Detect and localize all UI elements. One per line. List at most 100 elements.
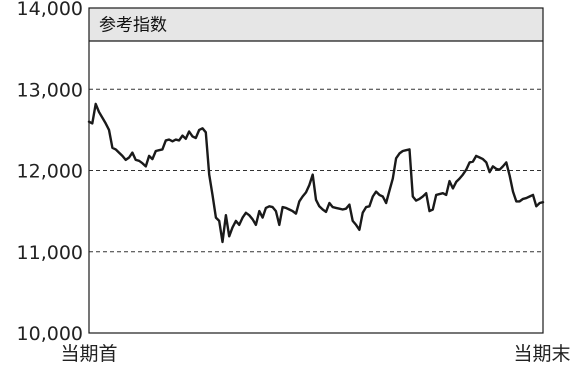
data-point (505, 161, 507, 163)
data-point (292, 210, 294, 212)
data-point (428, 210, 431, 212)
data-point (118, 152, 120, 154)
data-point (302, 195, 304, 198)
data-point (185, 138, 187, 140)
data-point (298, 200, 300, 202)
data-point (335, 207, 337, 209)
data-point (258, 210, 260, 212)
data-point (372, 195, 374, 198)
data-point (225, 214, 227, 216)
data-point (272, 206, 274, 208)
data-point (121, 155, 123, 157)
data-point (378, 194, 381, 196)
data-point (235, 220, 237, 222)
data-point (385, 202, 387, 204)
data-point (168, 139, 170, 141)
data-point (288, 208, 290, 211)
data-point (261, 217, 264, 219)
data-point (195, 137, 197, 139)
data-point (101, 117, 103, 119)
data-point (458, 178, 461, 180)
data-point (485, 161, 487, 163)
data-point (275, 210, 277, 212)
y-tick-label: 13,000 (17, 79, 83, 101)
data-point (502, 165, 504, 168)
data-point (322, 208, 324, 211)
data-point (495, 168, 497, 170)
data-point (435, 194, 437, 196)
data-point (255, 224, 257, 226)
data-point (285, 207, 287, 209)
data-point (348, 204, 350, 206)
data-point (382, 195, 384, 198)
data-point (188, 130, 190, 133)
data-point (338, 208, 340, 210)
x-start-label: 当期首 (60, 343, 117, 365)
data-point (171, 140, 174, 142)
data-point (215, 217, 217, 219)
data-point (115, 148, 117, 150)
grid-lines (89, 88, 543, 253)
data-point (462, 173, 464, 176)
data-point (128, 156, 130, 159)
data-point (415, 199, 417, 202)
data-point (312, 173, 314, 176)
data-point (448, 180, 451, 182)
data-point (238, 224, 240, 226)
data-point (145, 165, 147, 168)
data-point (248, 214, 250, 216)
data-point (392, 178, 394, 180)
data-point (422, 195, 424, 198)
data-point (318, 205, 320, 207)
data-point (308, 184, 310, 186)
data-point (268, 205, 270, 207)
data-point (305, 191, 307, 194)
data-point (245, 212, 247, 214)
data-point (161, 148, 164, 150)
data-point (375, 191, 377, 193)
data-point (181, 134, 184, 137)
data-point (231, 226, 234, 228)
data-point (278, 224, 280, 226)
data-point (265, 207, 267, 209)
plot-frame (88, 7, 544, 334)
data-point (131, 152, 133, 154)
data-point (155, 150, 157, 152)
data-point (478, 156, 481, 159)
data-point (141, 162, 144, 164)
data-point (395, 157, 397, 159)
data-point (205, 131, 207, 133)
data-point (368, 205, 371, 207)
data-point (418, 198, 421, 200)
data-point (191, 135, 194, 137)
data-point (425, 192, 427, 194)
data-point (365, 206, 367, 208)
data-point (539, 202, 541, 204)
data-point (358, 229, 360, 231)
data-point (515, 200, 517, 202)
data-point (138, 160, 140, 162)
data-point (452, 187, 454, 189)
data-point (135, 159, 137, 161)
data-point (445, 194, 447, 196)
data-point (442, 192, 444, 194)
data-point (398, 152, 401, 155)
data-point (108, 129, 110, 131)
data-point (475, 155, 477, 157)
data-point (499, 169, 501, 171)
data-point (295, 212, 297, 215)
data-point (482, 158, 484, 160)
data-point (125, 159, 127, 161)
data-point (468, 161, 471, 163)
data-point (105, 122, 107, 124)
data-point (151, 158, 154, 160)
data-point (519, 200, 521, 202)
y-tick-label: 11,000 (17, 242, 83, 264)
data-point (158, 149, 160, 151)
data-point (405, 149, 407, 151)
data-point (388, 190, 391, 192)
y-tick-label: 10,000 (17, 323, 83, 345)
data-point (208, 173, 210, 176)
data-point (228, 235, 230, 237)
